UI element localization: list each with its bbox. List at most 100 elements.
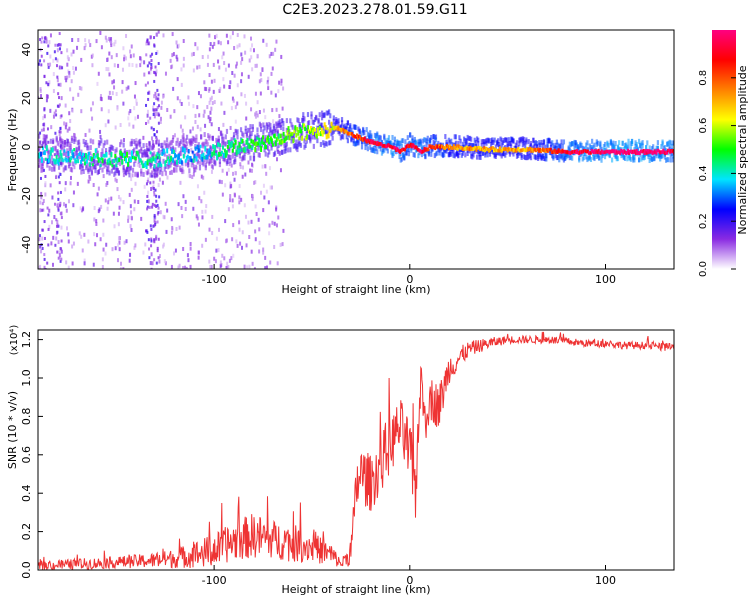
spectrogram-cell xyxy=(49,108,52,113)
spectrogram-cell xyxy=(179,124,182,129)
snr-multiplier: (x10⁴) xyxy=(9,325,20,356)
spectrogram-cell xyxy=(219,131,223,137)
spectrogram-cell xyxy=(169,170,172,175)
spectrogram-cell xyxy=(400,156,404,162)
spectrogram-cell xyxy=(212,159,216,165)
spectrogram-ridge-cell xyxy=(148,158,151,162)
spectrogram-cell xyxy=(60,225,63,230)
spectrogram-cell xyxy=(398,154,401,160)
spectrogram-cell xyxy=(526,155,529,161)
spectrogram-ridge-cell xyxy=(152,156,155,162)
spectrogram-cell xyxy=(140,216,143,221)
spectrogram-cell xyxy=(488,151,492,157)
spectrogram-cell xyxy=(162,33,165,38)
spectrogram-ridge-cell xyxy=(427,147,430,151)
spectrogram-cell xyxy=(464,152,467,158)
spectrogram-cell xyxy=(133,207,136,212)
spectrogram-cell xyxy=(146,38,149,42)
spectrogram-cell xyxy=(40,128,43,132)
spectrogram-cell xyxy=(185,147,189,153)
spectrogram-cell xyxy=(401,138,405,144)
spectrogram-cell xyxy=(561,155,564,161)
spectrogram-ridge-cell xyxy=(59,150,62,156)
spectrogram-cell xyxy=(477,137,480,143)
spectrogram-cell xyxy=(213,256,216,261)
spectrogram-ridge-cell xyxy=(218,151,221,157)
spectrogram-cell xyxy=(508,140,512,146)
spectrogram-ridge-cell xyxy=(484,148,487,153)
snr-ytick-label: 0.4 xyxy=(20,484,33,502)
spectrogram-ridge-cell xyxy=(81,155,84,162)
spectrogram-cell xyxy=(160,105,163,110)
spectrogram-cell xyxy=(65,78,68,83)
spectrogram-cell xyxy=(105,242,108,247)
spectrogram-cell xyxy=(73,132,76,137)
spectrogram-cell xyxy=(158,169,162,175)
spectrogram-cell xyxy=(350,136,353,142)
spectrogram-cell xyxy=(148,205,151,209)
spectrogram-cell xyxy=(599,144,602,150)
spectrogram-cell xyxy=(209,152,212,158)
spectrogram-cell xyxy=(58,103,61,107)
spectrogram-cell xyxy=(275,207,278,212)
spectrogram-cell xyxy=(89,151,92,156)
spectrogram-ytick-label: 40 xyxy=(20,43,33,57)
spectrogram-cell xyxy=(173,133,176,138)
spectrogram-cell xyxy=(58,47,61,51)
spectrogram-cell xyxy=(221,192,224,197)
spectrogram-cell xyxy=(131,63,134,68)
spectrogram-ridge-cell xyxy=(394,146,397,150)
spectrogram-cell xyxy=(182,143,185,149)
spectrogram-cell xyxy=(102,232,105,237)
spectrogram-cell xyxy=(362,130,365,136)
spectrogram-cell xyxy=(637,157,641,163)
spectrogram-ridge-cell xyxy=(475,148,478,152)
spectrogram-cell xyxy=(107,109,110,114)
spectrogram-cell xyxy=(148,140,151,146)
spectrogram-cell xyxy=(118,247,121,252)
spectrogram-ridge-cell xyxy=(351,132,354,136)
spectrogram-cell xyxy=(484,139,487,145)
spectrogram-ridge-cell xyxy=(187,148,190,154)
spectrogram-cell xyxy=(585,154,588,160)
spectrogram-cell xyxy=(156,246,159,250)
spectrogram-cell xyxy=(656,140,659,146)
spectrogram-cell xyxy=(230,137,233,143)
spectrogram-ridge-cell xyxy=(88,162,91,167)
spectrogram-cell xyxy=(650,146,654,152)
spectrogram-cell xyxy=(138,138,142,144)
spectrogram-cell xyxy=(205,148,209,154)
spectrogram-ridge-cell xyxy=(83,161,86,166)
spectrogram-cell xyxy=(224,134,227,140)
spectrogram-cell xyxy=(470,142,473,148)
spectrogram-cell xyxy=(261,67,264,72)
spectrogram-cell xyxy=(149,35,152,39)
spectrogram-cell xyxy=(610,142,614,148)
spectrogram-cell xyxy=(153,102,156,106)
spectrogram-cell xyxy=(245,243,248,248)
spectrogram-cell xyxy=(646,140,649,146)
spectrogram-cell xyxy=(162,158,165,164)
spectrogram-cell xyxy=(91,116,94,121)
spectrogram-cell xyxy=(62,145,65,151)
spectrogram-cell xyxy=(41,228,44,232)
spectrogram-cell xyxy=(125,86,128,91)
spectrogram-cell xyxy=(459,138,462,144)
spectrogram-cell xyxy=(254,204,257,209)
spectrogram-cell xyxy=(527,139,530,145)
spectrogram-cell xyxy=(69,87,72,92)
spectrogram-cell xyxy=(187,173,190,178)
spectrogram-cell xyxy=(173,109,176,114)
spectrogram-ridge-cell xyxy=(220,150,223,155)
spectrogram-cell xyxy=(158,113,161,117)
spectrogram-cell xyxy=(670,143,674,149)
spectrogram-cell xyxy=(157,148,160,154)
spectrogram-cell xyxy=(591,138,594,144)
spectrogram-cell xyxy=(272,123,276,129)
spectrogram-cell xyxy=(204,123,207,128)
spectrogram-cell xyxy=(72,96,75,101)
spectrogram-cell xyxy=(260,78,263,83)
spectrogram-cell xyxy=(43,40,46,44)
spectrogram-ridge-cell xyxy=(265,137,268,143)
spectrogram-cell xyxy=(59,212,62,216)
